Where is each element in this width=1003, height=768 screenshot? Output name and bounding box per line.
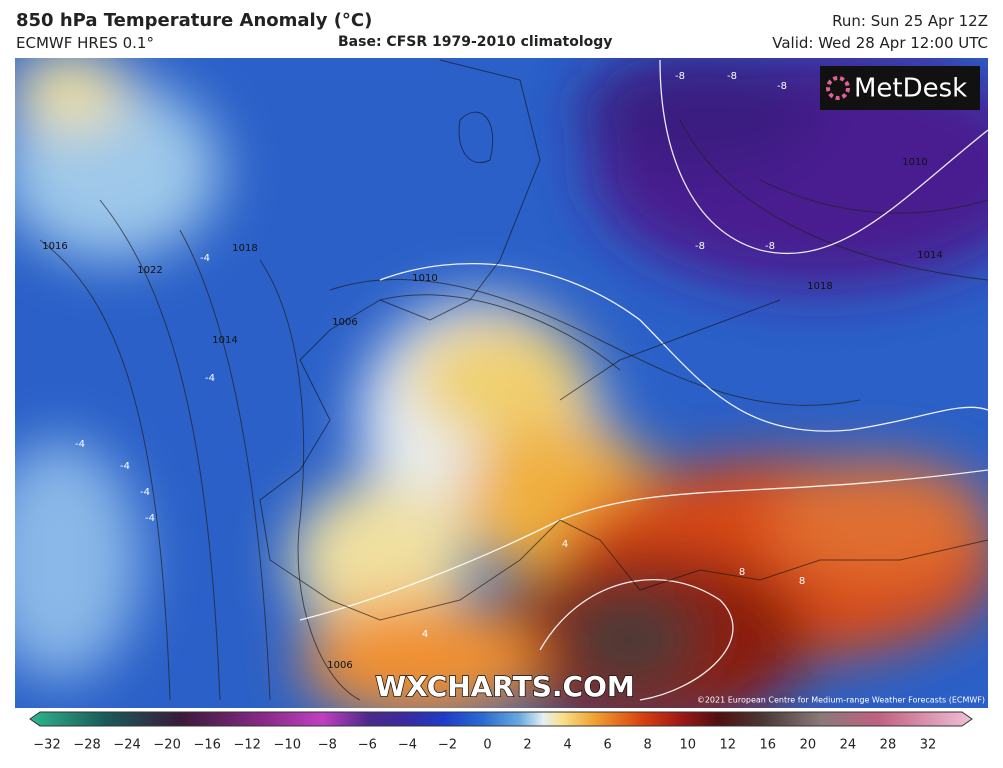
contour-label: 1022 bbox=[137, 265, 162, 276]
contour-label: 8 bbox=[739, 567, 745, 578]
contour-label: 1006 bbox=[332, 317, 357, 328]
contour-label: 1010 bbox=[902, 157, 927, 168]
contour-label: 8 bbox=[799, 576, 805, 587]
colorbar-label: 16 bbox=[760, 738, 777, 753]
colorbar-label: −4 bbox=[398, 738, 417, 753]
colorbar-label: −10 bbox=[274, 738, 301, 753]
colorbar-label: 24 bbox=[840, 738, 857, 753]
contour-label: -8 bbox=[765, 241, 775, 252]
colorbar-label: 4 bbox=[563, 738, 571, 753]
colorbar-label: 32 bbox=[920, 738, 937, 753]
contour-label: -8 bbox=[777, 81, 787, 92]
colorbar bbox=[29, 711, 973, 727]
contour-label: 4 bbox=[562, 539, 568, 550]
contour-label: 1014 bbox=[212, 335, 237, 346]
colorbar-label: 10 bbox=[679, 738, 696, 753]
map-field bbox=[15, 58, 988, 708]
copyright: ©2021 European Centre for Medium-range W… bbox=[697, 696, 985, 705]
contour-label: -4 bbox=[140, 487, 150, 498]
logo: MetDesk bbox=[854, 74, 967, 104]
colorbar-label: −8 bbox=[318, 738, 337, 753]
contour-label: 1016 bbox=[42, 241, 67, 252]
contour-label: -8 bbox=[675, 71, 685, 82]
colorbar-label: −12 bbox=[234, 738, 261, 753]
colorbar-label: 6 bbox=[603, 738, 611, 753]
contour-label: -4 bbox=[145, 513, 155, 524]
colorbar-label: −24 bbox=[113, 738, 140, 753]
model: ECMWF HRES 0.1° bbox=[16, 34, 154, 52]
colorbar-label: 2 bbox=[523, 738, 531, 753]
colorbar-label: −28 bbox=[73, 738, 100, 753]
colorbar-label: −16 bbox=[193, 738, 220, 753]
colorbar-label: −2 bbox=[438, 738, 457, 753]
contour-label: 1018 bbox=[232, 243, 257, 254]
run: Run: Sun 25 Apr 12Z bbox=[832, 12, 988, 30]
contour-label: -8 bbox=[695, 241, 705, 252]
colorbar-label: 8 bbox=[644, 738, 652, 753]
watermark: WXCHARTS.COM bbox=[375, 670, 635, 703]
contour-label: 1014 bbox=[917, 250, 942, 261]
colorbar-label: 0 bbox=[483, 738, 491, 753]
colorbar-label: −20 bbox=[153, 738, 180, 753]
contour-label: -4 bbox=[200, 253, 210, 264]
contour-label: 1010 bbox=[412, 273, 437, 284]
valid: Valid: Wed 28 Apr 12:00 UTC bbox=[772, 34, 988, 52]
colorbar-label: −6 bbox=[358, 738, 377, 753]
colorbar-label: 20 bbox=[800, 738, 817, 753]
contour-label: -4 bbox=[75, 439, 85, 450]
contour-label: -4 bbox=[120, 461, 130, 472]
base: Base: CFSR 1979-2010 climatology bbox=[338, 34, 613, 50]
contour-label: 4 bbox=[422, 629, 428, 640]
colorbar-label: 12 bbox=[719, 738, 736, 753]
colorbar-label: −32 bbox=[33, 738, 60, 753]
title: 850 hPa Temperature Anomaly (°C) bbox=[16, 10, 373, 31]
logo-box bbox=[820, 66, 980, 110]
contour-label: -4 bbox=[205, 373, 215, 384]
contour-label: 1006 bbox=[327, 660, 352, 671]
contour-label: 1018 bbox=[807, 281, 832, 292]
logo-icon bbox=[826, 76, 850, 100]
colorbar-label: 28 bbox=[880, 738, 897, 753]
contour-label: -8 bbox=[727, 71, 737, 82]
